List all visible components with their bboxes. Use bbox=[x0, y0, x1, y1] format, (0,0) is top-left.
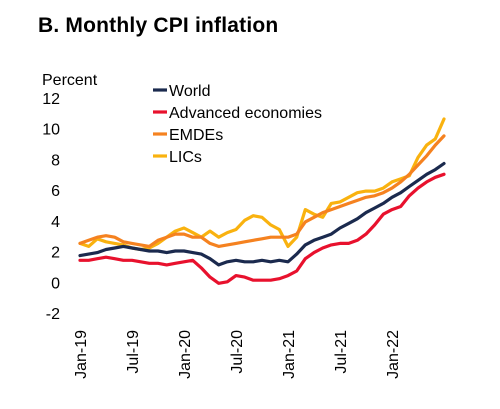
x-tick-label: Jan-20 bbox=[177, 330, 194, 379]
series-lines bbox=[78, 117, 446, 285]
legend-label: EMDEs bbox=[169, 127, 223, 144]
y-tick-label: 10 bbox=[42, 122, 60, 139]
x-tick-label: Jan-19 bbox=[73, 330, 90, 379]
y-tick-label: 0 bbox=[51, 275, 60, 292]
series-line-world bbox=[78, 161, 446, 267]
x-tick-label: Jul-20 bbox=[229, 330, 246, 374]
x-tick-label: Jan-22 bbox=[385, 330, 402, 379]
y-axis-unit-label: Percent bbox=[42, 72, 98, 89]
chart-title: B. Monthly CPI inflation bbox=[38, 14, 279, 37]
y-tick-label: 6 bbox=[51, 183, 60, 200]
x-tick-label: Jan-21 bbox=[281, 330, 298, 379]
series-line-emdes bbox=[78, 134, 446, 248]
x-tick-label: Jul-21 bbox=[333, 330, 350, 374]
y-tick-label: 12 bbox=[42, 91, 60, 108]
x-axis-ticks: Jan-19 Jul-19 Jan-20 Jul-20 Jan-21 Jul-21 Jan-… bbox=[73, 330, 402, 379]
y-tick-label: 2 bbox=[51, 245, 60, 262]
legend-label: LICs bbox=[169, 149, 202, 166]
legend-label: World bbox=[169, 83, 211, 100]
legend: World Advanced economies EMDEs LICs bbox=[153, 83, 322, 166]
legend-label: Advanced economies bbox=[169, 105, 322, 122]
y-tick-label: 4 bbox=[51, 214, 60, 231]
y-axis-ticks: -2 0 2 4 6 8 10 12 bbox=[42, 91, 60, 323]
y-tick-label: 8 bbox=[51, 152, 60, 169]
series-line-lics bbox=[78, 117, 446, 252]
series-line-advanced-economies bbox=[78, 172, 446, 285]
y-tick-label: -2 bbox=[46, 306, 60, 323]
x-tick-label: Jul-19 bbox=[125, 330, 142, 374]
